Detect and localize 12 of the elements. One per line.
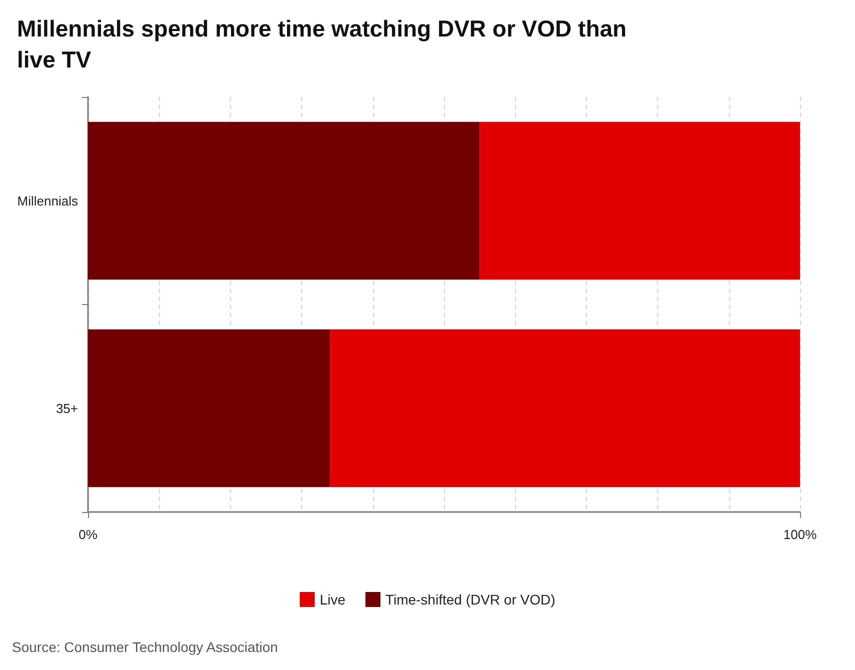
legend-label: Live — [320, 592, 346, 608]
x-tick-label: 100% — [783, 527, 818, 542]
bar — [480, 122, 800, 280]
y-tick-label: 35+ — [56, 400, 78, 416]
bar — [88, 329, 330, 488]
y-tick-label: Millennials — [17, 193, 78, 208]
chart-title: Millennials spend more time watching DVR or VOD than live TV — [17, 16, 633, 72]
x-tick-label: 0% — [78, 527, 98, 542]
bar — [88, 122, 480, 280]
legend-label: Time-shifted (DVR or VOD) — [385, 592, 556, 608]
bar — [330, 329, 800, 488]
source-note: Source: Consumer Technology Association — [12, 639, 278, 655]
